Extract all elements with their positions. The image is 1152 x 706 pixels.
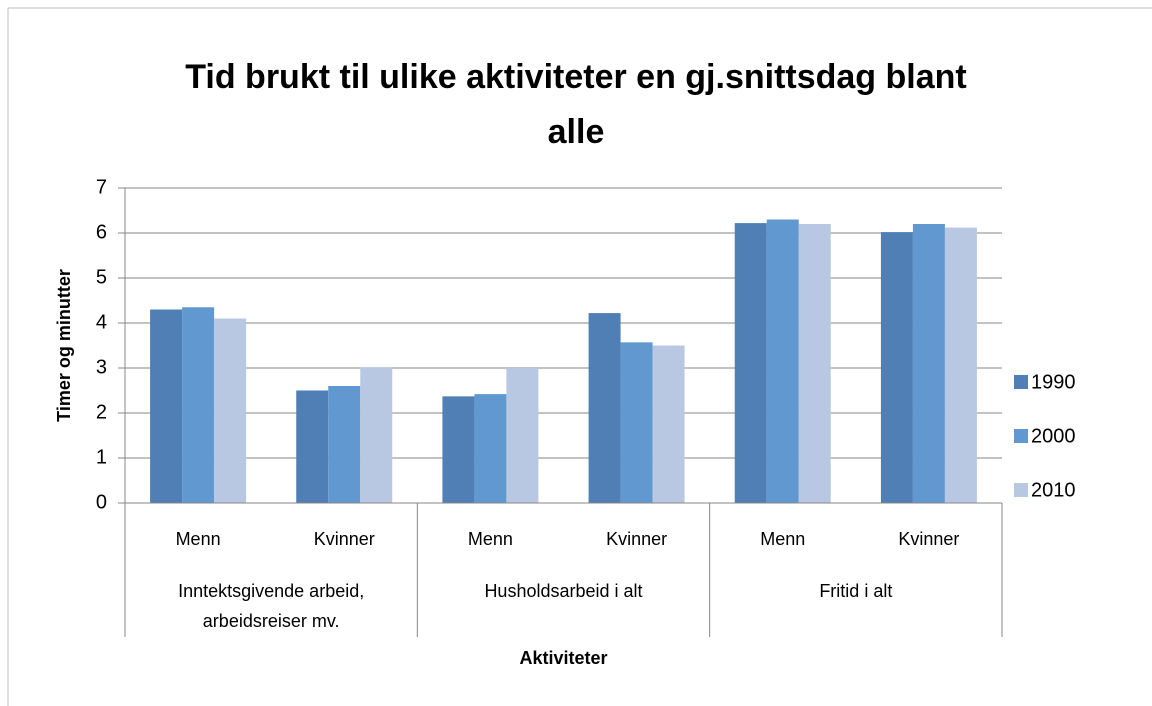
y-tick-label: 6 (96, 221, 107, 243)
x-tick-label: Kvinner (606, 529, 667, 549)
bar (880, 232, 913, 503)
bar (360, 367, 393, 503)
bar (328, 386, 361, 503)
y-tick-label: 7 (96, 176, 107, 198)
bar (442, 396, 475, 503)
bar (944, 227, 977, 503)
x-tick-label: Kvinner (898, 529, 959, 549)
y-tick-label: 1 (96, 446, 107, 468)
group-label: Inntektsgivende arbeid, arbeidsreiser mv… (178, 581, 365, 631)
legend-swatch (1014, 429, 1028, 443)
x-tick-label: Kvinner (314, 529, 375, 549)
bar (766, 219, 799, 503)
bar (588, 313, 621, 503)
legend-label: 2000 (1031, 425, 1076, 447)
y-tick-label: 2 (96, 401, 107, 423)
x-tick-label: Menn (468, 529, 513, 549)
chart-title: Tid brukt til ulike aktiviteter en gj.sn… (185, 58, 967, 151)
legend-label: 2010 (1031, 479, 1076, 501)
x-tick-label: Menn (176, 529, 221, 549)
y-tick-label: 4 (96, 311, 107, 333)
legend-swatch (1014, 483, 1028, 497)
bar (652, 345, 685, 503)
x-tick-label: Menn (760, 529, 805, 549)
x-axis-title: Aktiviteter (519, 648, 608, 668)
bar (214, 318, 247, 503)
y-tick-label: 5 (96, 266, 107, 288)
y-tick-label: 3 (96, 356, 107, 378)
group-label: Fritid i alt (819, 581, 893, 601)
bar (734, 223, 767, 503)
bar (474, 394, 507, 503)
bar (150, 309, 183, 503)
bar (798, 224, 831, 503)
y-tick-label: 0 (96, 491, 107, 513)
legend-swatch (1014, 375, 1028, 389)
bar (506, 368, 539, 503)
bar (912, 224, 945, 503)
bar (620, 342, 653, 503)
group-label: Husholdsarbeid i alt (484, 581, 643, 601)
y-axis-title: Timer og minutter (54, 269, 74, 422)
bar (296, 390, 329, 503)
bar (182, 307, 215, 503)
legend-label: 1990 (1031, 371, 1076, 393)
